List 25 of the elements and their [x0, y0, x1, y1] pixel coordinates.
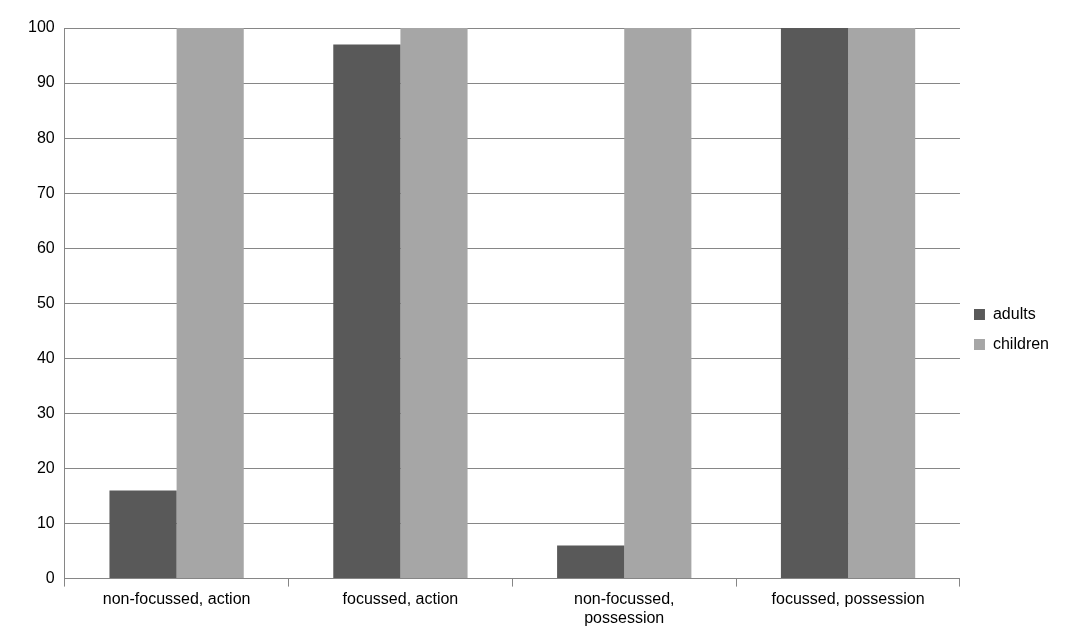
legend-label: children: [992, 334, 1049, 352]
y-tick-label: 90: [36, 73, 55, 91]
y-tick-label: 60: [36, 238, 55, 256]
bar: [557, 545, 625, 579]
y-tick-label: 0: [45, 569, 55, 587]
bar: [109, 490, 177, 579]
bar: [400, 28, 468, 579]
bar: [780, 28, 849, 579]
y-tick-label: 30: [36, 403, 55, 421]
y-tick-label: 80: [36, 128, 55, 146]
x-tick-label: focussed, possession: [771, 589, 925, 607]
y-tick-label: 100: [27, 18, 55, 36]
y-tick-label: 10: [36, 513, 55, 531]
bar: [333, 44, 401, 579]
x-tick-label: non-focussed, action: [102, 589, 251, 607]
y-tick-label: 70: [36, 183, 55, 201]
x-tick-label: focussed, action: [342, 589, 459, 607]
legend-label: adults: [992, 304, 1036, 322]
y-tick-label: 20: [36, 458, 55, 476]
y-tick-label: 50: [36, 293, 55, 311]
x-tick-label: non-focussed, possession: [573, 589, 675, 626]
y-tick-label: 40: [36, 348, 55, 366]
bar: [848, 28, 916, 579]
bar: [624, 28, 692, 579]
bar: [176, 28, 244, 579]
